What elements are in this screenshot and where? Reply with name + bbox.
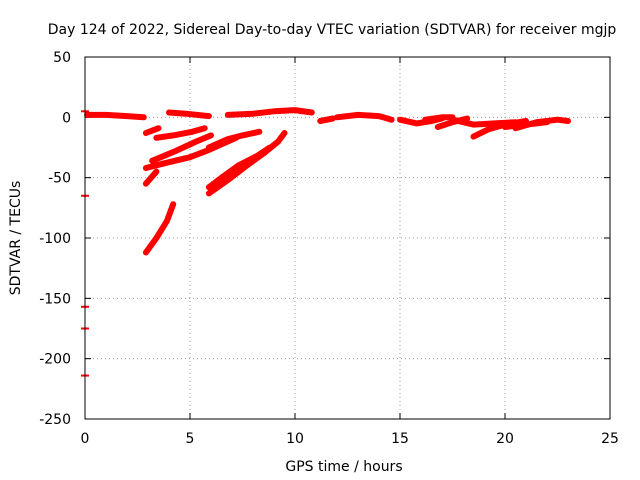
- x-tick-label: 15: [391, 431, 409, 447]
- data-arc-arc-21: [142, 201, 177, 256]
- data-arc-arc-17: [142, 168, 160, 187]
- data-series: [81, 107, 571, 377]
- x-tick-label: 0: [81, 431, 90, 447]
- data-arc-arc-20: [205, 130, 288, 197]
- y-tick-label: -50: [48, 171, 71, 187]
- x-tick-label: 20: [496, 431, 514, 447]
- data-arc-arc-14: [153, 125, 208, 141]
- data-arc-arc-05: [334, 111, 395, 123]
- data-arc-arc-03: [224, 107, 315, 118]
- y-axis-label: SDTVAR / TECUs: [8, 181, 24, 296]
- y-tick-label: -150: [39, 291, 71, 307]
- plot-frame: [84, 56, 611, 420]
- data-arc-arc-02: [166, 109, 212, 120]
- grid: [85, 57, 610, 419]
- x-axis-label: GPS time / hours: [285, 459, 402, 475]
- y-tick-label: -250: [39, 412, 71, 428]
- data-arc-arc-15: [149, 132, 214, 164]
- data-arc-arc-18: [205, 128, 263, 151]
- data-arc-arc-01: [84, 111, 147, 121]
- data-arc-arc-07: [422, 114, 456, 123]
- x-tick-label: 10: [286, 431, 304, 447]
- data-arc-arc-13: [142, 125, 162, 136]
- x-tick-label: 25: [601, 431, 619, 447]
- chart-title: Day 124 of 2022, Sidereal Day-to-day VTE…: [48, 22, 617, 38]
- y-tick-label: 50: [53, 50, 71, 66]
- x-tick-label: 5: [186, 431, 195, 447]
- data-arc-arc-12: [502, 119, 550, 130]
- y-tick-label: -100: [39, 231, 71, 247]
- y-tick-label: -200: [39, 352, 71, 368]
- data-arc-arc-04: [317, 115, 336, 124]
- axis-ticks: 0 5 10 15 20 25 50 0 -50 -100 -150 -200 -250: [39, 50, 619, 447]
- y-tick-label: 0: [62, 110, 71, 126]
